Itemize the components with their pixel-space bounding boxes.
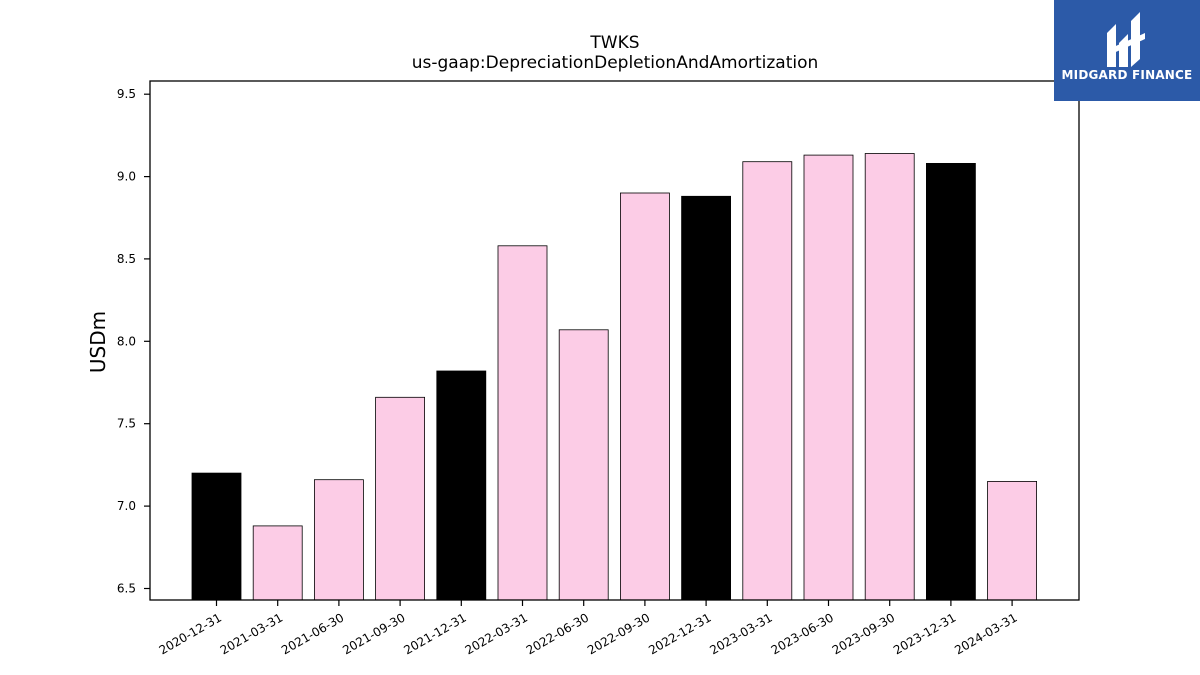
y-axis: 6.5 7.0 7.5 8.0 8.5 9.0 9.5 [117,87,150,596]
x-tick-label: 2022-06-30 [524,610,591,657]
x-axis: 2020-12-312021-03-312021-06-302021-09-30… [157,600,1020,657]
x-tick-label: 2022-12-31 [646,610,713,657]
y-tick-label: 8.0 [117,334,136,348]
y-tick-label: 8.5 [117,252,136,266]
midgard-logo-icon [1107,12,1145,67]
y-tick-label: 9.0 [117,170,136,184]
x-tick-label: 2023-06-30 [769,610,836,657]
bar-2023-06-30 [803,154,854,601]
bar-2022-06-30 [558,329,609,601]
bar-2021-06-30 [313,479,364,601]
bar-2023-09-30 [864,153,915,601]
x-tick-label: 2022-03-31 [463,610,530,657]
chart-title: TWKS [589,33,639,53]
x-tick-label: 2023-09-30 [830,610,897,657]
x-tick-label: 2021-03-31 [218,610,285,657]
bar-2021-03-31 [252,525,303,601]
brand-name: MIDGARD FINANCE [1061,68,1193,82]
bar-2021-12-31 [436,370,487,601]
brand-logo: MIDGARD FINANCE [1054,0,1200,101]
y-axis-label: USDm [86,311,110,373]
bar-2022-12-31 [681,195,731,601]
x-tick-label: 2021-09-30 [340,610,407,657]
x-tick-label: 2022-09-30 [585,610,652,657]
y-tick-label: 9.5 [117,87,136,101]
bar-2022-09-30 [620,192,670,601]
bar-2023-03-31 [742,161,793,601]
x-tick-label: 2020-12-31 [157,610,224,657]
x-tick-label: 2024-03-31 [952,610,1019,657]
bar-2021-09-30 [375,396,426,601]
bar-2020-12-31 [191,472,242,601]
chart-subtitle: us-gaap:DepreciationDepletionAndAmortiza… [412,53,819,73]
x-tick-label: 2021-12-31 [401,610,468,657]
plot-frame [149,80,1080,601]
bar-2024-03-31 [987,480,1037,601]
bar-2023-12-31 [926,162,976,601]
y-tick-label: 7.0 [117,499,136,513]
x-tick-label: 2023-12-31 [891,610,958,657]
bars-layer [191,153,1037,601]
y-tick-label: 6.5 [117,582,136,596]
y-tick-label: 7.5 [117,417,136,431]
bar-2022-03-31 [497,245,548,601]
x-tick-label: 2023-03-31 [707,610,774,657]
x-tick-label: 2021-06-30 [279,610,346,657]
